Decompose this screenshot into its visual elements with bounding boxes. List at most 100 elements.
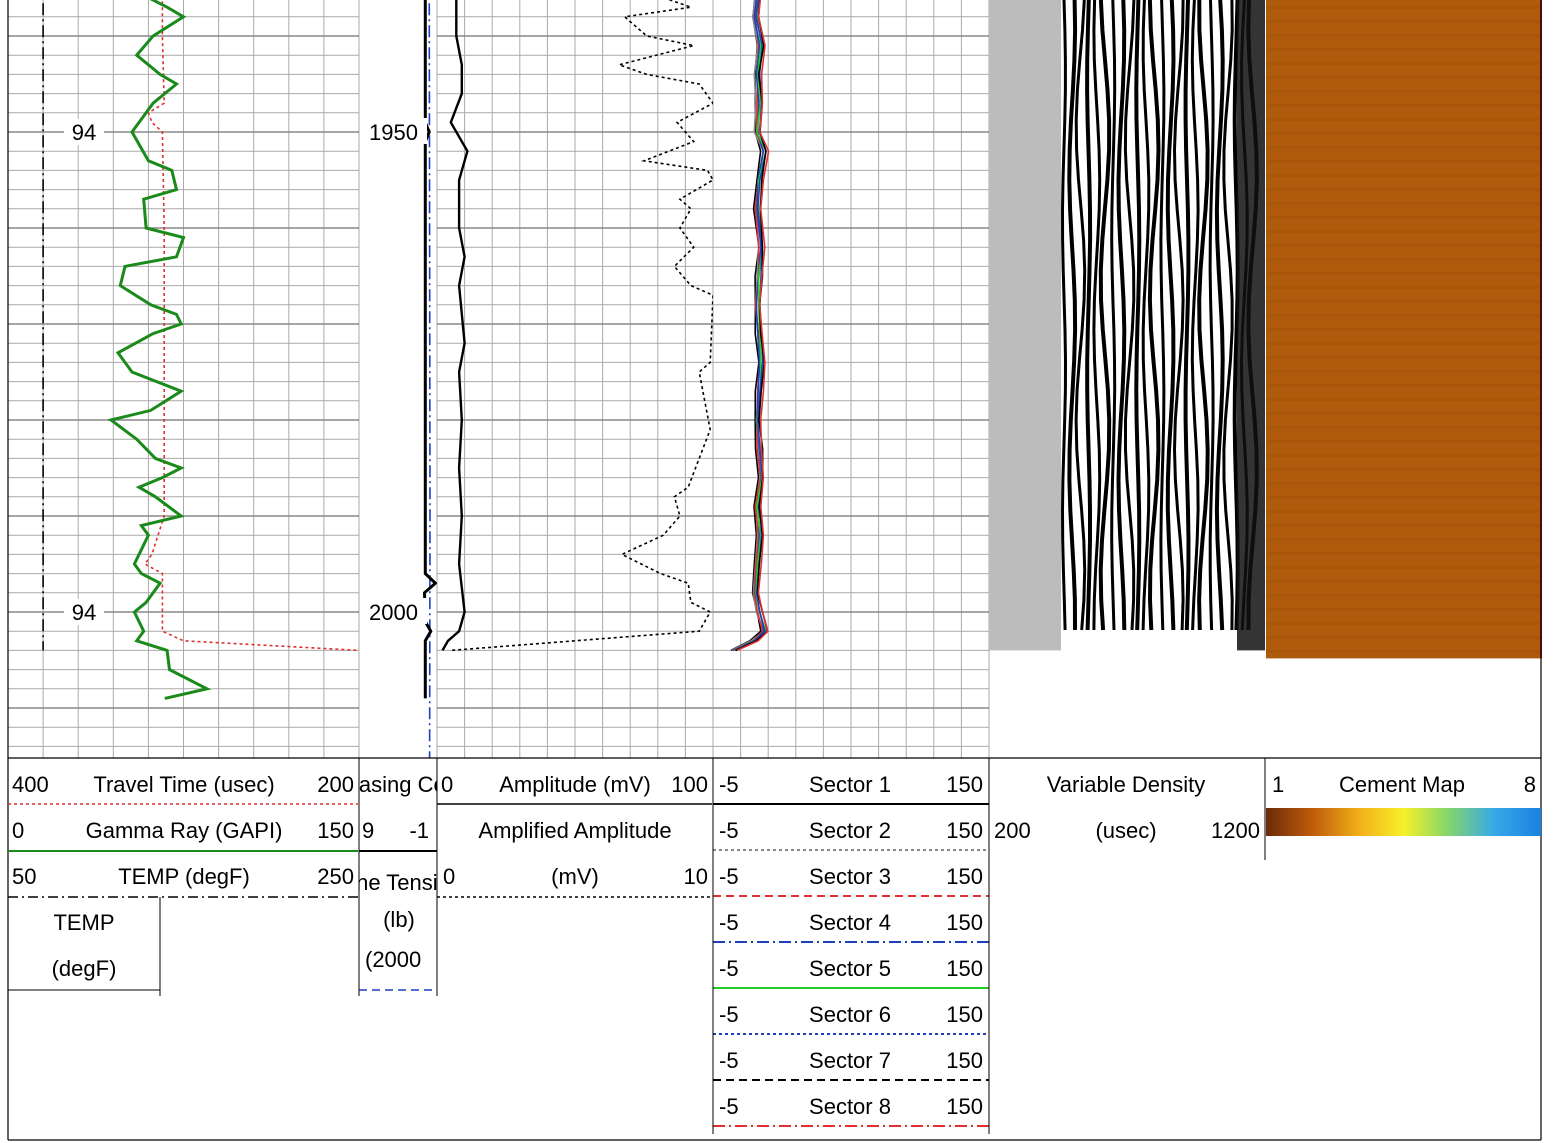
curve-amplitude-mv <box>441 0 469 651</box>
cement-band <box>1266 426 1541 429</box>
depth-labels: 1950 2000 94 94 <box>64 118 427 625</box>
cement-band <box>1266 174 1541 177</box>
cement-band <box>1266 594 1541 597</box>
curve-casing-collar <box>422 0 437 699</box>
vdl-fringe <box>1159 0 1166 631</box>
sector-5-max: 150 <box>946 956 983 981</box>
casing-min: 9 <box>362 818 374 843</box>
cement-band <box>1266 20 1541 23</box>
cement-band <box>1266 48 1541 51</box>
gr-marker-bg <box>64 599 104 625</box>
curve-sector-8 <box>736 0 770 652</box>
sector-4-min: -5 <box>719 910 739 935</box>
header-temp: 50 TEMP (degF) 250 <box>8 864 358 898</box>
header-gamma-ray: 0 Gamma Ray (GAPI) 150 <box>8 818 358 852</box>
travel-time-min: 400 <box>12 772 49 797</box>
tension-title: Line Tension <box>339 870 462 895</box>
cement-band <box>1266 132 1541 135</box>
vdl-fringe <box>1141 0 1151 631</box>
cement-map-image <box>1266 0 1542 659</box>
cement-band <box>1266 608 1541 611</box>
sector-8-max: 150 <box>946 1094 983 1119</box>
gr-marker-bg <box>64 119 104 145</box>
amplified-unit: (mV) <box>551 864 599 889</box>
vdl-fringe <box>1190 0 1200 631</box>
cement-band <box>1266 34 1541 37</box>
vdl-late-zone <box>1237 0 1265 651</box>
log-curves <box>42 0 770 758</box>
sector-4-title: Sector 4 <box>809 910 891 935</box>
sector-6-max: 150 <box>946 1002 983 1027</box>
amplified-title: Amplified Amplitude <box>478 818 671 843</box>
cement-band <box>1266 160 1541 163</box>
cement-title: Cement Map <box>1339 772 1465 797</box>
vdl-fringe <box>1098 0 1112 631</box>
cement-band <box>1266 636 1541 639</box>
sector-7-title: Sector 7 <box>809 1048 891 1073</box>
sector-4-max: 150 <box>946 910 983 935</box>
amplitude-min: 0 <box>441 772 453 797</box>
cement-band <box>1266 580 1541 583</box>
curve-gamma-ray-gapi <box>107 0 212 700</box>
tension-unit: (lb) <box>383 907 415 932</box>
cement-band <box>1266 510 1541 513</box>
gamma-ray-title: Gamma Ray (GAPI) <box>86 818 283 843</box>
cement-band <box>1266 314 1541 317</box>
header-temp-box: TEMP (degF) <box>8 897 161 996</box>
cement-band <box>1266 118 1541 121</box>
cement-color-scale <box>1266 808 1541 836</box>
vdl-fringe <box>1214 0 1225 631</box>
vdl-fringe <box>1067 0 1078 631</box>
sector-7-max: 150 <box>946 1048 983 1073</box>
vdl-unit: (usec) <box>1095 818 1156 843</box>
header-cement: 1 Cement Map 8 <box>1264 758 1541 860</box>
cement-band <box>1266 370 1541 373</box>
depth-label: 2000 <box>369 600 418 625</box>
cement-band <box>1266 272 1541 275</box>
sector-1-title: Sector 1 <box>809 772 891 797</box>
sector-5-min: -5 <box>719 956 739 981</box>
sector-2-max: 150 <box>946 818 983 843</box>
sector-3-min: -5 <box>719 864 739 889</box>
cement-band <box>1266 538 1541 541</box>
curve-travel-time-usec <box>143 0 359 652</box>
cement-band <box>1266 482 1541 485</box>
sector-6-title: Sector 6 <box>809 1002 891 1027</box>
sector-3-max: 150 <box>946 864 983 889</box>
curve-line-tension-lb <box>428 0 431 758</box>
cement-band <box>1266 398 1541 401</box>
variable-density-image <box>989 0 1265 651</box>
gr-marker-label: 94 <box>72 600 96 625</box>
cement-band <box>1266 650 1541 653</box>
sector-8-min: -5 <box>719 1094 739 1119</box>
cement-band <box>1266 104 1541 107</box>
temp-max: 250 <box>317 864 354 889</box>
cement-band <box>1266 384 1541 387</box>
sector-1-min: -5 <box>719 772 739 797</box>
sector-7-min: -5 <box>719 1048 739 1073</box>
cement-band <box>1266 454 1541 457</box>
cement-band <box>1266 188 1541 191</box>
curve-sector-7 <box>735 0 769 652</box>
vdl-title: Variable Density <box>1047 772 1206 797</box>
depth-label: 1950 <box>369 120 418 145</box>
amplified-max: 10 <box>684 864 708 889</box>
vdl-fringe <box>1147 0 1161 631</box>
header-travel-time: 400 Travel Time (usec) 200 <box>8 772 358 805</box>
cement-band <box>1266 76 1541 79</box>
cement-band <box>1266 146 1541 149</box>
curve-amplified-amplitude-mv <box>450 0 713 652</box>
vdl-max: 1200 <box>1211 818 1260 843</box>
amplified-min: 0 <box>443 864 455 889</box>
cement-map-fill <box>1266 0 1541 659</box>
tension-scale: (2000 <box>365 947 421 972</box>
track-separators <box>7 0 1542 1141</box>
cement-band <box>1266 6 1541 9</box>
grid-track-2 <box>436 0 714 758</box>
depth-label-bg <box>367 118 427 144</box>
cement-band <box>1266 202 1541 205</box>
cement-band <box>1266 286 1541 289</box>
gr-marker-label: 94 <box>72 120 96 145</box>
header-vdl: Variable Density 200 (usec) 1200 <box>988 758 1260 856</box>
